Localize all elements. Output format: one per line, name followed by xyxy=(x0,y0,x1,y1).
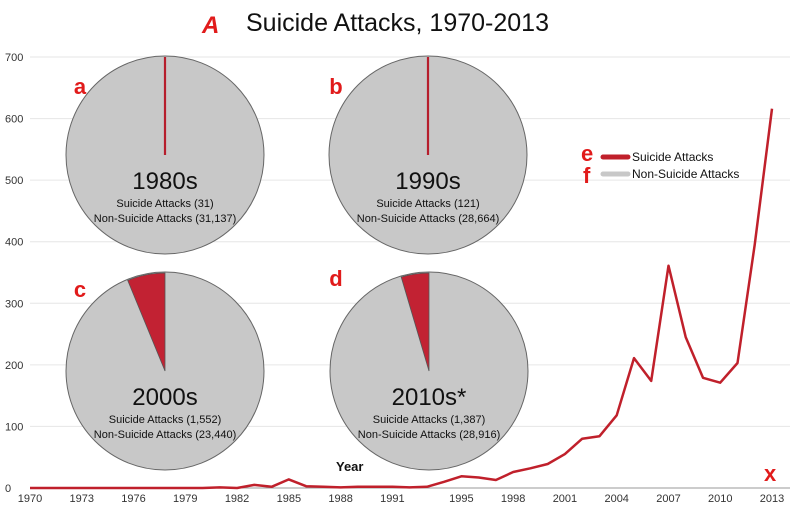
pie-decade-label: 2010s* xyxy=(392,384,467,411)
x-tick-label: 2007 xyxy=(656,493,680,505)
y-tick-label: 600 xyxy=(5,114,23,126)
pie-decade-label: 1980s xyxy=(132,168,197,195)
chart-title: Suicide Attacks, 1970-2013 xyxy=(246,9,549,37)
pie-non-suicide-count: Non-Suicide Attacks (28,664) xyxy=(357,213,499,225)
pie-slice-suicide xyxy=(400,272,430,372)
x-tick-label: 1976 xyxy=(121,493,145,505)
x-tick-label: 1985 xyxy=(277,493,301,505)
y-tick-label: 400 xyxy=(5,237,23,249)
x-tick-label: 1998 xyxy=(501,493,525,505)
y-tick-label: 300 xyxy=(5,298,23,310)
series-line-suicide-attacks xyxy=(30,108,774,490)
y-tick-label: 700 xyxy=(5,52,23,64)
x-tick-label: 1988 xyxy=(328,493,352,505)
x-tick-label: 2010 xyxy=(708,493,732,505)
x-axis-label: Year xyxy=(336,459,363,474)
pie-suicide-count: Suicide Attacks (121) xyxy=(376,198,479,210)
panel-label-pie_2000s: c xyxy=(74,277,86,302)
pie-decade-label: 1990s xyxy=(395,168,460,195)
pie-suicide-count: Suicide Attacks (1,387) xyxy=(373,414,486,426)
pie-2010s: 2010s* Suicide Attacks (1,387) Non-Suicide… xyxy=(329,266,529,471)
x-tick-label: 1995 xyxy=(449,493,473,505)
x-tick-label: 1970 xyxy=(18,493,42,505)
legend-label-non-suicide: Non-Suicide Attacks xyxy=(632,167,739,181)
y-tick-label: 200 xyxy=(5,360,23,372)
x-tick-label: 1973 xyxy=(70,493,94,505)
y-tick-label: 0 xyxy=(5,483,11,495)
panel-label-pie_1990s: b xyxy=(329,74,342,99)
pie-slice-suicide xyxy=(127,272,166,372)
y-tick-label: 500 xyxy=(5,175,23,187)
x-tick-label: 2001 xyxy=(553,493,577,505)
pie-decade-label: 2000s xyxy=(132,384,197,411)
x-tick-label: 1979 xyxy=(173,493,197,505)
pie-suicide-count: Suicide Attacks (1,552) xyxy=(109,414,222,426)
legend-label-suicide: Suicide Attacks xyxy=(632,150,713,164)
pie-non-suicide-count: Non-Suicide Attacks (31,137) xyxy=(94,213,236,225)
y-axis-ticks: 0 100 200 300 400 500 600 700 xyxy=(5,52,23,495)
panel-label-legend-suicide: e xyxy=(581,141,593,166)
x-tick-label: 1991 xyxy=(380,493,404,505)
pie-1980s: 1980s Suicide Attacks (31) Non-Suicide Att… xyxy=(65,55,265,255)
pie-suicide-count: Suicide Attacks (31) xyxy=(116,198,213,210)
panel-label-pie_2010s: d xyxy=(329,266,342,291)
pie-non-suicide-count: Non-Suicide Attacks (28,916) xyxy=(358,429,500,441)
panel-label-x-axis: x xyxy=(764,461,777,486)
pie-non-suicide-count: Non-Suicide Attacks (23,440) xyxy=(94,429,236,441)
legend: e Suicide Attacks f Non-Suicide Attacks xyxy=(581,141,739,188)
x-tick-label: 1982 xyxy=(225,493,249,505)
pie-1990s: 1990s Suicide Attacks (121) Non-Suicide At… xyxy=(328,55,528,255)
x-axis-ticks: 1970 1973 1976 1979 1982 1985 1988 1991 1995 1998… xyxy=(18,493,784,505)
x-tick-label: 2004 xyxy=(604,493,628,505)
panel-label-title: A xyxy=(201,12,219,39)
pie-2000s: 2000s Suicide Attacks (1,552) Non-Suicide … xyxy=(65,271,265,471)
y-tick-label: 100 xyxy=(5,421,23,433)
panel-label-pie_1980s: a xyxy=(74,74,87,99)
panel-label-legend-non-suicide: f xyxy=(583,163,591,188)
x-tick-label: 2013 xyxy=(760,493,784,505)
decade-pies: 1980s Suicide Attacks (31) Non-Suicide Att… xyxy=(65,55,529,471)
